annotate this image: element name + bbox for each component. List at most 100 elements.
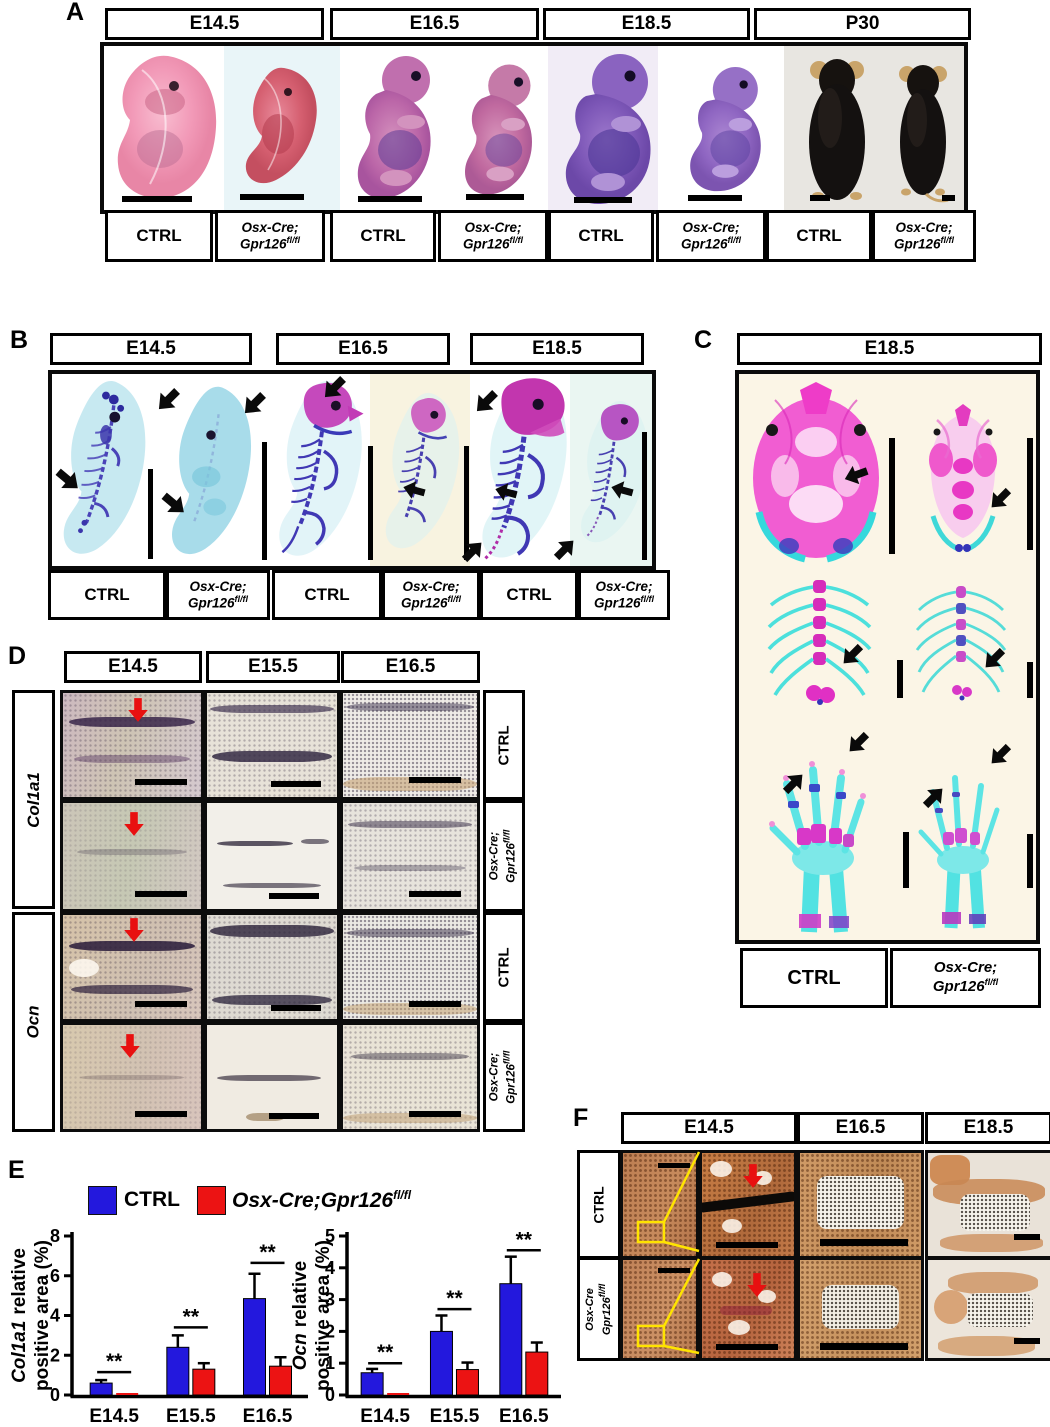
histology-ocn-ctrl-e15-5 — [204, 912, 340, 1022]
fetus-e16-5-mutant-image — [465, 64, 532, 195]
svg-text:2: 2 — [50, 1345, 60, 1365]
panel-a-letter: A — [66, 0, 85, 26]
scale-bar — [409, 777, 461, 783]
scale-bar — [466, 194, 524, 200]
panel-f-header-e18-5: E18.5 — [925, 1112, 1050, 1144]
svg-text:**: ** — [183, 1305, 200, 1328]
panel-a-label-ctrl-2: CTRL — [330, 210, 436, 262]
panel-b-label-ctrl-3: CTRL — [480, 570, 578, 620]
panel-e-letter: E — [8, 1156, 25, 1184]
panel-d-header-e15-5: E15.5 — [206, 651, 340, 683]
black-arrow-icon — [981, 646, 1007, 672]
scale-bar — [1027, 438, 1033, 550]
ctrl-label: CTRL — [360, 226, 406, 245]
ctrl-label: CTRL — [84, 585, 130, 604]
panel-a-label-mutant-2: Osx-Cre; Gpr126fl/fl — [438, 210, 548, 262]
skeleton-e18-5-ctrl-image — [482, 378, 567, 562]
panel-d-letter: D — [8, 642, 27, 670]
scale-bar — [262, 442, 267, 560]
panel-b-label-ctrl-1: CTRL — [48, 570, 166, 620]
mutant-line1: Osx-Cre; — [464, 220, 522, 236]
panel-c-label-ctrl: CTRL — [740, 948, 888, 1008]
scale-bar — [271, 1005, 321, 1011]
panel-b-header-e14-5: E14.5 — [50, 333, 252, 365]
panel-c-header-e18-5: E18.5 — [737, 333, 1042, 365]
vonkossa-mutant-e14-5-overview — [620, 1257, 699, 1361]
panel-d-gene-ocn: Ocn — [12, 912, 55, 1132]
scale-bar — [810, 195, 830, 201]
embryo-e14-5-ctrl-image — [117, 55, 217, 199]
fetus-e18-5-mutant-image — [690, 67, 761, 192]
svg-text:0: 0 — [50, 1385, 60, 1405]
scale-bar — [716, 1242, 778, 1248]
svg-text:3: 3 — [325, 1290, 335, 1310]
histology-col1a1-ctrl-e14-5 — [60, 690, 204, 800]
red-arrow-icon — [125, 697, 151, 723]
scale-bar — [1014, 1234, 1040, 1240]
scale-bar — [658, 1163, 690, 1168]
mutant-line2: Gpr126 — [893, 236, 941, 252]
mutant-line2: Gpr126 — [239, 236, 287, 252]
svg-text:4: 4 — [50, 1306, 60, 1326]
scale-bar — [269, 1113, 319, 1119]
vonkossa-mutant-e16-5 — [797, 1257, 924, 1361]
scale-bar — [135, 1111, 187, 1117]
scale-bar — [820, 1239, 908, 1246]
black-arrow-icon — [987, 742, 1013, 768]
scale-bar — [889, 438, 895, 554]
black-arrow-icon — [154, 386, 182, 414]
black-arrow-icon — [552, 536, 578, 562]
mutant-sup: fl/fl — [940, 235, 955, 246]
panel-f-header-e16-5: E16.5 — [797, 1112, 924, 1144]
histology-col1a1-ctrl-e16-5 — [340, 690, 480, 800]
scale-bar — [271, 781, 321, 787]
svg-text:4: 4 — [325, 1258, 335, 1278]
ctrl-label: CTRL — [787, 966, 841, 989]
skeleton-e14-5-ctrl-image — [63, 380, 146, 554]
scale-bar — [942, 195, 955, 201]
svg-text:E16.5: E16.5 — [243, 1406, 293, 1427]
panel-a-header-p30: P30 — [754, 8, 971, 40]
scale-bar — [409, 891, 461, 897]
histology-ocn-mutant-e15-5 — [204, 1022, 340, 1132]
mutant-line1: Osx-Cre; — [402, 579, 460, 595]
mutant-line2: Gpr126 — [400, 595, 448, 611]
red-arrow-icon — [740, 1163, 766, 1189]
black-arrow-icon — [921, 784, 947, 810]
mutant-sup: fl/fl — [234, 594, 249, 605]
vonkossa-ctrl-e18-5 — [925, 1150, 1050, 1259]
mutant-sup: fl/fl — [509, 235, 524, 246]
panel-f-row1-ctrl: CTRL — [577, 1150, 621, 1259]
scale-bar — [897, 660, 903, 698]
svg-text:5: 5 — [325, 1226, 335, 1246]
vonkossa-mutant-e18-5 — [925, 1257, 1050, 1361]
panel-a-label-mutant-1: Osx-Cre; Gpr126fl/fl — [215, 210, 325, 262]
svg-text:**: ** — [106, 1350, 123, 1373]
legend-mutant-label: Osx-Cre;Gpr126fl/fl — [232, 1188, 412, 1212]
panel-a-image-strip — [100, 42, 968, 214]
mutant-line1: Osx-Cre; — [241, 220, 299, 236]
skeleton-e18-5-mutant-image — [581, 401, 648, 543]
histology-col1a1-mutant-e15-5 — [204, 800, 340, 912]
scale-bar — [1014, 1338, 1040, 1344]
ctrl-label: CTRL — [578, 226, 624, 245]
skeleton-e14-5-mutant-image — [172, 386, 252, 555]
mutant-line2: Gpr126 — [462, 236, 510, 252]
svg-text:2: 2 — [325, 1321, 335, 1341]
ctrl-label: CTRL — [796, 226, 842, 245]
scale-bar — [135, 1001, 187, 1007]
black-arrow-icon — [160, 490, 188, 518]
panel-f-letter: F — [573, 1104, 589, 1132]
skull-mutant-image — [929, 404, 997, 553]
skull-ctrl-image — [753, 382, 879, 563]
svg-text:E15.5: E15.5 — [166, 1406, 216, 1427]
scale-bar — [464, 446, 469, 560]
histology-ocn-ctrl-e14-5 — [60, 912, 204, 1022]
svg-text:E14.5: E14.5 — [89, 1406, 139, 1427]
histology-ocn-mutant-e14-5 — [60, 1022, 204, 1132]
mutant-sup: fl/fl — [286, 235, 301, 246]
panel-d-header-e16-5: E16.5 — [341, 651, 480, 683]
mutant-sup: fl/fl — [727, 235, 742, 246]
panel-a-header-e16-5: E16.5 — [330, 8, 539, 40]
mutant-line1: Osx-Cre; — [595, 579, 653, 595]
